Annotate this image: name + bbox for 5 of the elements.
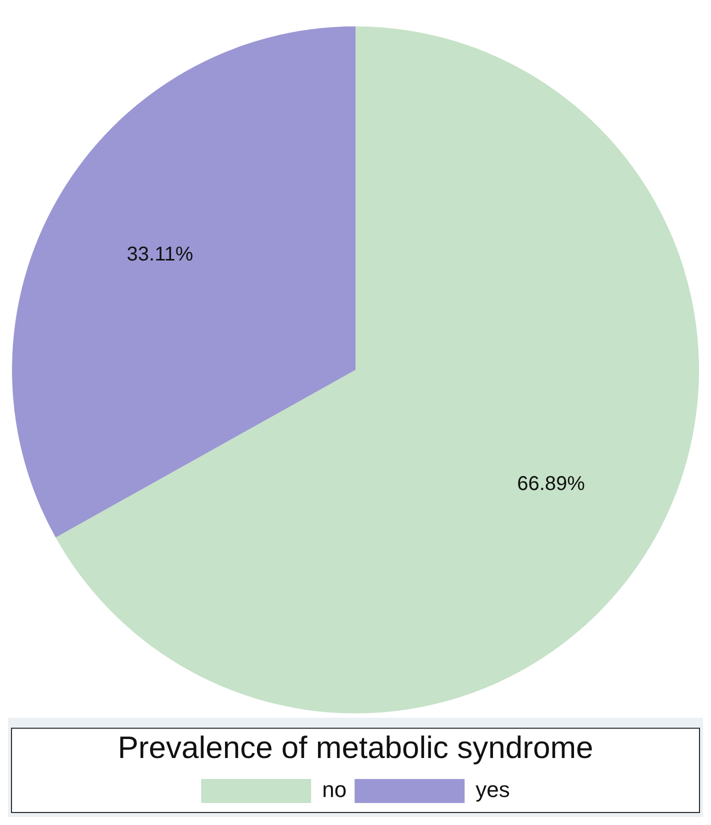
legend-label: yes bbox=[476, 777, 510, 802]
data-label: 33.11% bbox=[126, 244, 194, 266]
data-label: 66.89% bbox=[517, 473, 586, 496]
legend-label: no bbox=[322, 777, 347, 802]
legend-title: Prevalence of metabolic syndrome bbox=[118, 730, 594, 765]
